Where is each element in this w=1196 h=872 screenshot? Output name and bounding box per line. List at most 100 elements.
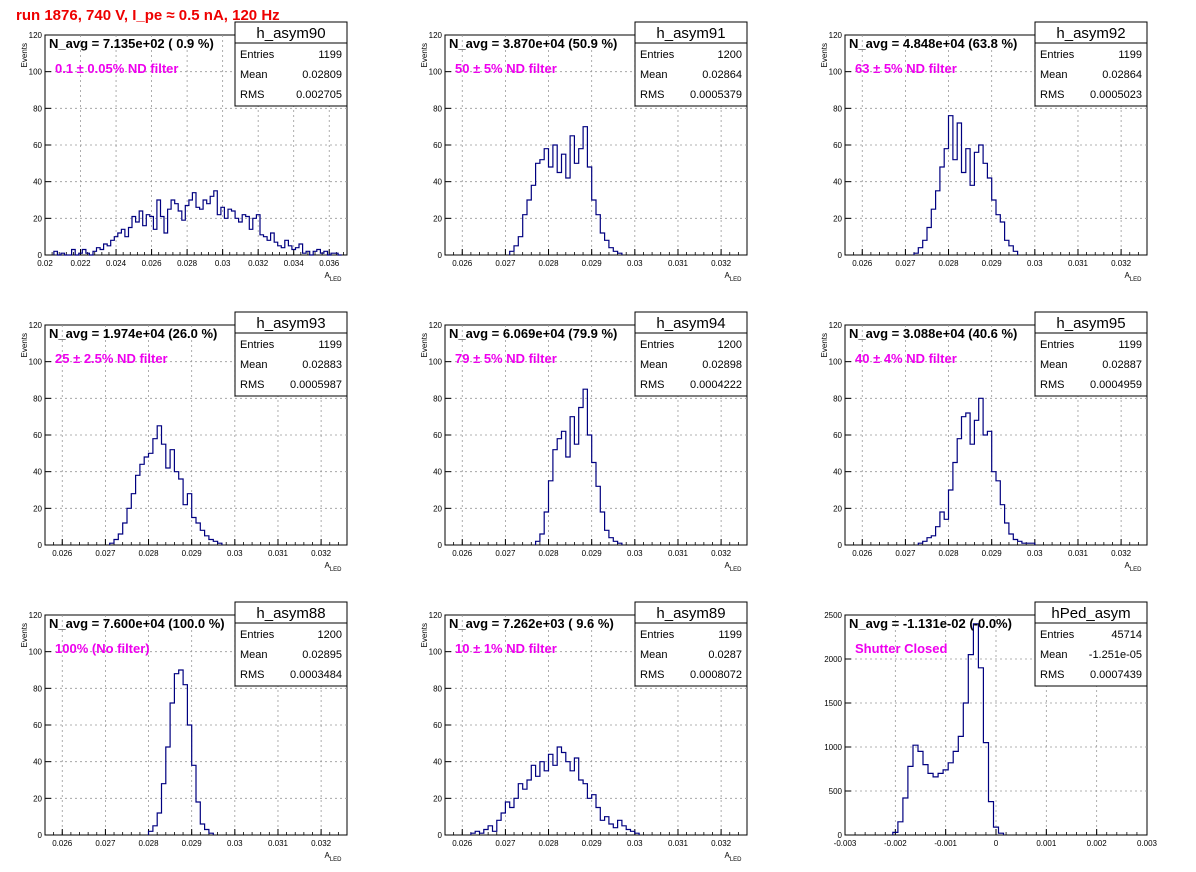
y-tick-label: 2000 xyxy=(824,655,842,664)
stats-box xyxy=(634,601,748,687)
filter-note: 40 ± 4% ND filter xyxy=(855,351,957,366)
x-tick-label: 0 xyxy=(994,839,999,848)
histogram-panel-h_asym89: 0.026 0.027 0.028 0.029 0.03 0.031 0.032 0 20 40 6… xyxy=(420,601,748,863)
x-tick-label: 0.03 xyxy=(627,259,643,268)
histogram-line xyxy=(535,388,623,545)
stats-value-rms: 0.0004222 xyxy=(690,379,742,391)
x-tick-label: 0.026 xyxy=(852,259,873,268)
x-tick-label: 0.03 xyxy=(1027,549,1043,558)
y-tick-label: 0 xyxy=(438,251,443,260)
navg-label: N_avg = 7.262e+03 ( 9.6 %) xyxy=(449,616,614,631)
stats-value-entries: 1199 xyxy=(318,339,342,351)
x-tick-label: 0.036 xyxy=(319,259,340,268)
y-tick-label: 20 xyxy=(33,214,42,223)
y-tick-label: 120 xyxy=(429,611,443,620)
stats-value-rms: 0.0005023 xyxy=(1090,89,1142,101)
navg-label: N_avg = 3.870e+04 (50.9 %) xyxy=(449,36,617,51)
x-tick-label: 0.032 xyxy=(711,259,732,268)
y-tick-label: 60 xyxy=(33,721,42,730)
filter-note: 0.1 ± 0.05% ND filter xyxy=(55,61,178,76)
x-tick-label: -0.003 xyxy=(834,839,857,848)
x-tick-label: 0.029 xyxy=(582,549,603,558)
stats-label-rms: RMS xyxy=(640,379,664,391)
histogram-line xyxy=(109,425,223,545)
stats-value-entries: 1199 xyxy=(318,49,342,61)
y-tick-label: 100 xyxy=(429,358,443,367)
y-tick-label: 120 xyxy=(829,31,843,40)
stats-value-entries: 1199 xyxy=(1118,339,1142,351)
y-tick-label: 100 xyxy=(829,358,843,367)
stats-box xyxy=(1034,311,1148,397)
x-tick-label: 0.027 xyxy=(95,839,116,848)
y-tick-label: 100 xyxy=(29,68,43,77)
x-tick-label: 0.031 xyxy=(668,839,689,848)
y-tick-label: 100 xyxy=(29,648,43,657)
y-tick-label: 60 xyxy=(33,431,42,440)
x-tick-label: -0.002 xyxy=(884,839,907,848)
stats-box xyxy=(1034,601,1148,687)
x-tick-label: 0.032 xyxy=(711,549,732,558)
stats-label-rms: RMS xyxy=(240,379,264,391)
histogram-line xyxy=(53,190,342,256)
x-tick-label: 0.029 xyxy=(582,839,603,848)
x-axis-label: ALED xyxy=(724,851,742,863)
histogram-panel-h_asym93: 0.026 0.027 0.028 0.029 0.03 0.031 0.032 0 20 40 6… xyxy=(20,311,348,573)
stats-label-rms: RMS xyxy=(1040,89,1064,101)
x-tick-label: 0.029 xyxy=(582,259,603,268)
filter-note: 25 ± 2.5% ND filter xyxy=(55,351,168,366)
y-tick-label: 0 xyxy=(438,831,443,840)
y-tick-label: 80 xyxy=(833,394,842,403)
stats-title: h_asym90 xyxy=(256,25,325,42)
y-tick-label: 500 xyxy=(829,787,843,796)
x-axis-label: ALED xyxy=(324,851,342,863)
stats-label-entries: Entries xyxy=(640,49,675,61)
x-tick-label: 0.003 xyxy=(1137,839,1158,848)
stats-label-rms: RMS xyxy=(640,669,664,681)
navg-label: N_avg = 7.600e+04 (100.0 %) xyxy=(49,616,225,631)
y-tick-label: 20 xyxy=(433,794,442,803)
histogram-panel-h_asym92: 0.026 0.027 0.028 0.029 0.03 0.031 0.032 0 20 40 6… xyxy=(820,21,1148,283)
filter-note: 50 ± 5% ND filter xyxy=(455,61,557,76)
y-tick-label: 60 xyxy=(433,141,442,150)
y-tick-label: 120 xyxy=(29,321,43,330)
histogram-panel-h_asym90: 0.02 0.022 0.024 0.026 0.028 0.03 0.032 0.034 0.… xyxy=(20,21,348,283)
stats-box xyxy=(234,311,348,397)
stats-value-rms: 0.0007439 xyxy=(1090,669,1142,681)
stats-label-mean: Mean xyxy=(640,359,668,371)
y-tick-label: 80 xyxy=(33,394,42,403)
y-tick-label: 120 xyxy=(29,31,43,40)
y-tick-label: 0 xyxy=(838,251,843,260)
y-tick-label: 60 xyxy=(33,141,42,150)
x-tick-label: 0.03 xyxy=(215,259,231,268)
stats-value-mean: 0.02895 xyxy=(302,649,342,661)
stats-box xyxy=(234,601,348,687)
y-tick-label: 20 xyxy=(433,214,442,223)
x-tick-label: -0.001 xyxy=(934,839,957,848)
x-tick-label: 0.031 xyxy=(268,549,289,558)
y-tick-label: 2500 xyxy=(824,611,842,620)
y-tick-label: 0 xyxy=(38,831,43,840)
y-tick-label: 20 xyxy=(33,794,42,803)
x-tick-label: 0.027 xyxy=(495,259,516,268)
histogram-panel-h_asym94: 0.026 0.027 0.028 0.029 0.03 0.031 0.032 0 20 40 6… xyxy=(420,311,748,573)
stats-label-mean: Mean xyxy=(240,69,268,81)
x-tick-label: 0.034 xyxy=(284,259,305,268)
stats-value-entries: 1199 xyxy=(718,629,742,641)
x-tick-label: 0.02 xyxy=(37,259,53,268)
x-tick-label: 0.032 xyxy=(711,839,732,848)
filter-note: 79 ± 5% ND filter xyxy=(455,351,557,366)
stats-label-rms: RMS xyxy=(240,89,264,101)
x-tick-label: 0.029 xyxy=(182,839,203,848)
y-tick-label: 120 xyxy=(829,321,843,330)
x-tick-label: 0.031 xyxy=(668,549,689,558)
y-tick-label: 1000 xyxy=(824,743,842,752)
y-tick-label: 60 xyxy=(833,141,842,150)
y-axis-label: Events xyxy=(20,333,29,357)
stats-title: h_asym88 xyxy=(256,605,325,622)
stats-label-mean: Mean xyxy=(640,69,668,81)
x-tick-label: 0.03 xyxy=(227,549,243,558)
stats-label-entries: Entries xyxy=(640,629,675,641)
x-tick-label: 0.002 xyxy=(1087,839,1108,848)
x-tick-label: 0.03 xyxy=(627,549,643,558)
stats-value-mean: 0.02883 xyxy=(302,359,342,371)
